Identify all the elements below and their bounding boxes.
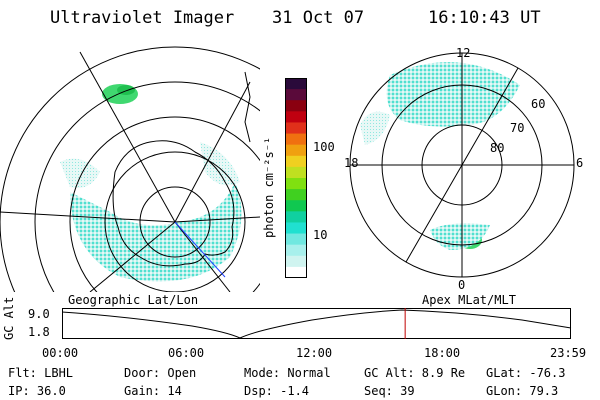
right-panel-caption: Apex MLat/MLT <box>422 293 516 307</box>
mlt-label-6: 6 <box>576 156 584 170</box>
left-panel-caption: Geographic Lat/Lon <box>68 293 199 307</box>
orbit-altitude-timeline <box>62 308 572 339</box>
mlat-mlt-grid <box>349 52 575 278</box>
colorbar-band <box>285 111 307 123</box>
colorbar-band <box>285 189 307 201</box>
colorbar <box>285 78 307 278</box>
mlt-label-12: 12 <box>456 46 471 60</box>
aurora-emission-right <box>360 62 520 250</box>
timeline-x-tick-0600: 06:00 <box>168 346 205 360</box>
colorbar-tick-10: 10 <box>313 228 328 242</box>
colorbar-band <box>285 133 307 146</box>
glon-status: GLon: 79.3 <box>486 384 559 398</box>
time-label: 16:10:43 UT <box>428 8 541 28</box>
geographic-polar-image <box>0 46 260 292</box>
gain-status: Gain: 14 <box>124 384 182 398</box>
colorbar-band <box>285 255 307 268</box>
timeline-x-tick-0000: 00:00 <box>42 346 79 360</box>
altitude-curve <box>62 309 572 339</box>
gc-alt-status: GC Alt: 8.9 Re <box>364 366 466 380</box>
mlat-label-60: 60 <box>531 97 546 111</box>
glat-status: GLat: -76.3 <box>486 366 566 380</box>
timeline-x-tick-1800: 18:00 <box>424 346 461 360</box>
instrument-title: Ultraviolet Imager <box>50 8 235 28</box>
colorbar-band <box>285 222 307 235</box>
seq-status: Seq: 39 <box>364 384 415 398</box>
colorbar-band <box>285 211 307 223</box>
colorbar-band <box>285 100 307 112</box>
timeline-x-tick-1200: 12:00 <box>296 346 333 360</box>
mode-status: Mode: Normal <box>244 366 331 380</box>
timeline-y-tick-max: 9.0 <box>28 307 50 321</box>
magnetic-polar-image <box>349 52 575 278</box>
continent-outline <box>112 140 235 267</box>
colorbar-band <box>285 178 307 190</box>
aurora-emission-left <box>60 84 242 282</box>
filter-status: Flt: LBHL <box>8 366 74 380</box>
colorbar-band <box>285 233 307 246</box>
mlat-label-70: 70 <box>510 121 525 135</box>
colorbar-tick-100: 100 <box>313 140 335 154</box>
timeline-x-tick-2359: 23:59 <box>550 346 587 360</box>
mlt-label-0: 0 <box>458 278 466 292</box>
mlat-label-80: 80 <box>490 141 505 155</box>
colorbar-band <box>285 89 307 101</box>
colorbar-unit-label: photon cm⁻²s⁻¹ <box>262 136 276 238</box>
dsp-status: Dsp: -1.4 <box>244 384 310 398</box>
colorbar-band <box>285 244 307 257</box>
colorbar-band <box>285 200 307 212</box>
timeline-y-tick-min: 1.8 <box>28 325 50 339</box>
timeline-frame <box>62 308 571 339</box>
colorbar-band <box>285 155 307 168</box>
colorbar-band <box>285 122 307 135</box>
mlt-label-18: 18 <box>344 156 359 170</box>
colorbar-band <box>285 144 307 157</box>
ip-status: IP: 36.0 <box>8 384 66 398</box>
door-status: Door: Open <box>124 366 197 380</box>
colorbar-frame <box>285 78 307 278</box>
subsolar-direction-line <box>174 221 226 278</box>
coastline-fragment <box>244 71 251 143</box>
colorbar-band <box>285 266 307 278</box>
colorbar-band <box>285 166 307 179</box>
timeline-y-label: GC Alt <box>2 296 16 340</box>
colorbar-band <box>285 78 307 90</box>
date-label: 31 Oct 07 <box>272 8 365 28</box>
